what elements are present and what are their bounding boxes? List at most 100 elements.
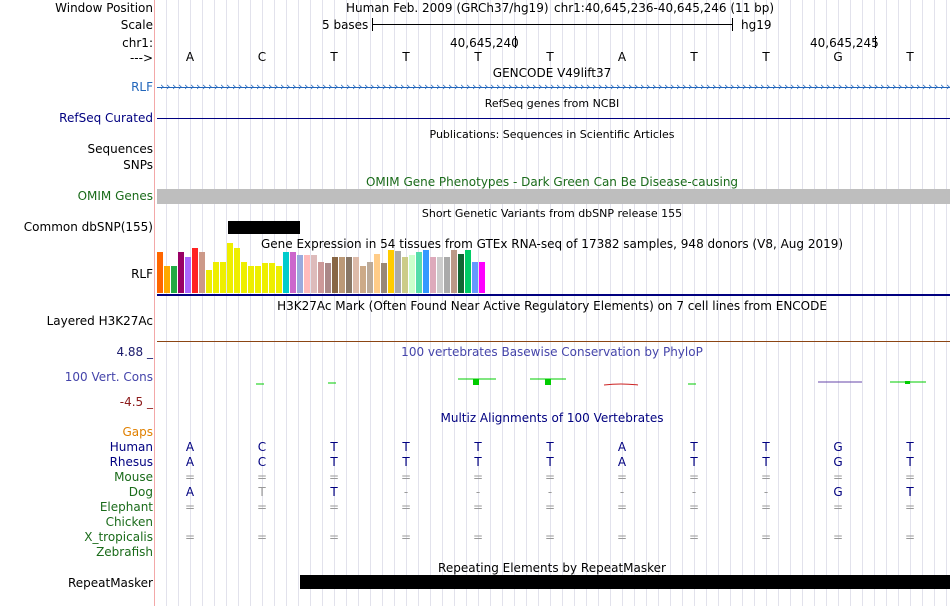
omim-gene-bar[interactable] [157,189,950,204]
gtex-tissue-bar[interactable] [465,250,471,293]
grid-line [802,0,803,606]
gtex-tissue-bar[interactable] [178,252,184,293]
gtex-tissue-bar[interactable] [409,255,415,293]
gtex-tissue-bar[interactable] [213,262,219,293]
gtex-tissue-bar[interactable] [367,262,373,293]
gtex-tissue-bar[interactable] [325,263,331,293]
gtex-tissue-bar[interactable] [395,251,401,293]
species-label-chicken[interactable]: Chicken [105,515,153,529]
ruler-base: A [185,50,195,64]
gtex-tissue-bar[interactable] [241,262,247,293]
species-label-zebrafish[interactable]: Zebrafish [96,545,153,559]
gtex-tissue-bar[interactable] [381,263,387,293]
gtex-tissue-bar[interactable] [171,266,177,293]
gtex-tissue-bar[interactable] [255,266,261,293]
gtex-tissue-bar[interactable] [297,255,303,293]
strand-chevron-icon: › [424,80,429,93]
gtex-tissue-bar[interactable] [332,257,338,293]
strand-chevron-icon: › [580,80,585,93]
gtex-tissue-bar[interactable] [185,257,191,293]
alignment-base: T [402,455,410,469]
gtex-tissue-bar[interactable] [234,248,240,293]
gencode-gene-line[interactable] [157,87,950,88]
refseq-gene-line[interactable] [157,118,950,119]
gtex-tissue-bar[interactable] [388,250,394,293]
strand-chevron-icon: › [682,80,687,93]
phylop-plot[interactable] [0,370,950,390]
gtex-tissue-bar[interactable] [311,255,317,293]
strand-chevron-icon: › [172,80,177,93]
strand-chevron-icon: › [772,80,777,93]
repeatmasker-element[interactable] [300,575,950,589]
strand-chevron-icon: › [238,80,243,93]
gtex-tissue-bar[interactable] [157,252,163,293]
alignment-base: = [832,530,844,544]
label-gaps[interactable]: Gaps [122,425,153,439]
gtex-tissue-bar[interactable] [374,254,380,293]
gtex-tissue-bar[interactable] [269,263,275,293]
strand-chevron-icon: › [232,80,237,93]
gtex-tissue-bar[interactable] [199,252,205,293]
gtex-tissue-bar[interactable] [290,252,296,293]
alignment-base: T [330,440,338,454]
label-sequences[interactable]: Sequences [87,142,153,156]
gtex-tissue-bar[interactable] [248,266,254,293]
label-snps[interactable]: SNPs [123,158,153,172]
label-common-dbsnp[interactable]: Common dbSNP(155) [23,220,153,234]
gtex-tissue-bar[interactable] [416,252,422,293]
gtex-tissue-bar[interactable] [227,243,233,293]
gtex-tissue-bar[interactable] [472,262,478,293]
grid-line [214,0,215,606]
gtex-tissue-bar[interactable] [339,257,345,293]
alignment-base: A [617,440,627,454]
species-label-human[interactable]: Human [109,440,153,454]
gtex-tissue-bar[interactable] [304,255,310,293]
grid-line [310,0,311,606]
strand-chevron-icon: › [316,80,321,93]
gtex-tissue-bar[interactable] [206,270,212,293]
gtex-tissue-bar[interactable] [164,266,170,293]
gtex-tissue-bar[interactable] [437,257,443,293]
gtex-tissue-bar[interactable] [220,262,226,293]
strand-chevron-icon: › [778,80,783,93]
label-strand-arrow[interactable]: ---> [129,51,153,65]
species-label-rhesus[interactable]: Rhesus [109,455,153,469]
dbsnp-variant-block[interactable] [228,221,300,234]
grid-line [742,0,743,606]
gtex-tissue-bar[interactable] [479,262,485,293]
gtex-tissue-bar[interactable] [423,250,429,293]
gtex-tissue-bar[interactable] [458,254,464,293]
label-omim-genes[interactable]: OMIM Genes [77,189,153,203]
gtex-tissue-bar[interactable] [262,263,268,293]
gtex-tissue-bar[interactable] [283,252,289,293]
strand-chevron-icon: › [826,80,831,93]
grid-line [550,0,551,606]
gtex-tissue-bar[interactable] [444,257,450,293]
gtex-tissue-bar[interactable] [353,257,359,293]
gtex-tissue-bar[interactable] [360,266,366,293]
label-rlf-gtex[interactable]: RLF [131,267,153,281]
alignment-base: = [760,500,772,514]
gtex-tissue-bar[interactable] [430,257,436,293]
alignment-base: T [690,440,698,454]
grid-line [586,0,587,606]
strand-chevron-icon: › [334,80,339,93]
species-label-elephant[interactable]: Elephant [99,500,153,514]
gtex-tissue-bar[interactable] [318,262,324,293]
gtex-tissue-bar[interactable] [276,266,282,293]
label-layered-h3k27ac[interactable]: Layered H3K27Ac [46,314,153,328]
grid-line [442,0,443,606]
strand-chevron-icon: › [592,80,597,93]
species-label-dog[interactable]: Dog [128,485,153,499]
gtex-tissue-bar[interactable] [451,250,457,293]
label-100-vert-cons[interactable]: 100 Vert. Cons [64,370,153,384]
gtex-tissue-bar[interactable] [402,257,408,293]
grid-line [202,0,203,606]
label-refseq-curated[interactable]: RefSeq Curated [59,111,153,125]
gtex-tissue-bar[interactable] [192,248,198,293]
gtex-tissue-bar[interactable] [346,257,352,293]
species-label-x_tropicalis[interactable]: X_tropicalis [84,530,153,544]
label-rlf-gencode[interactable]: RLF [131,80,153,94]
species-label-mouse[interactable]: Mouse [114,470,153,484]
label-repeatmasker[interactable]: RepeatMasker [67,576,153,590]
